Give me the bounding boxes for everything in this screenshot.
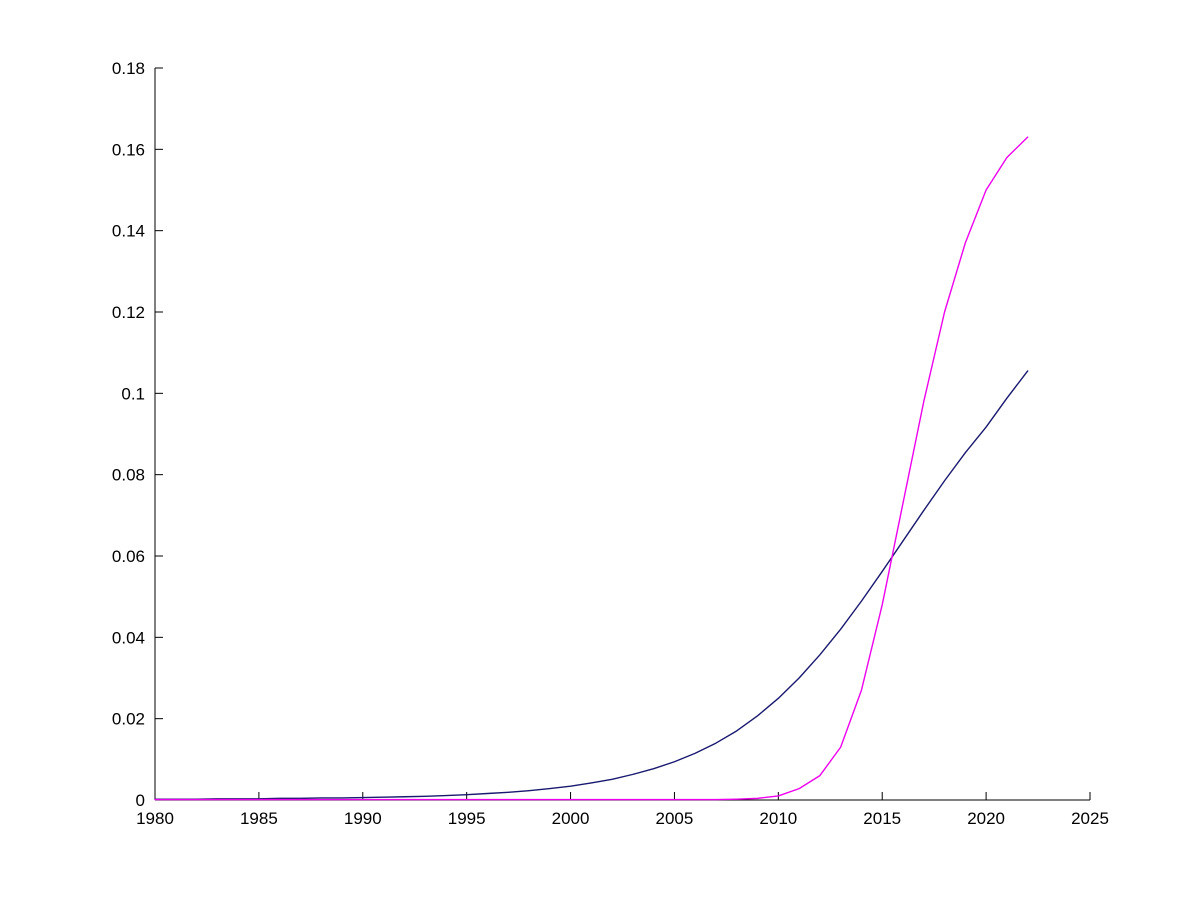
x-tick-label: 1985 [240,809,278,828]
y-tick-label: 0.1 [121,384,145,403]
x-tick-label: 2015 [863,809,901,828]
series-line-magenta-curve [154,136,1029,801]
y-tick-label: 0.06 [112,547,145,566]
y-tick-label: 0.16 [112,140,145,159]
x-tick-label: 2000 [552,809,590,828]
x-tick-label: 2010 [759,809,797,828]
x-tick-label: 2005 [656,809,694,828]
axes: 1980 1985 1990 1995 2000 2005 2010 2015 2020 2025… [112,59,1109,828]
series-line-dark-blue-curve [154,370,1029,800]
y-tick-label: 0.08 [112,466,145,485]
y-tick-label: 0.18 [112,59,145,78]
x-tick-label: 2025 [1071,809,1109,828]
y-tick-label: 0.02 [112,710,145,729]
y-tick-label: 0.14 [112,222,145,241]
x-tick-label: 2020 [967,809,1005,828]
y-tick-label: 0 [136,791,145,810]
x-tick-label: 1980 [136,809,174,828]
x-tick-label: 1990 [344,809,382,828]
x-tick-label: 1995 [448,809,486,828]
y-tick-label: 0.04 [112,628,145,647]
y-tick-label: 0.12 [112,303,145,322]
